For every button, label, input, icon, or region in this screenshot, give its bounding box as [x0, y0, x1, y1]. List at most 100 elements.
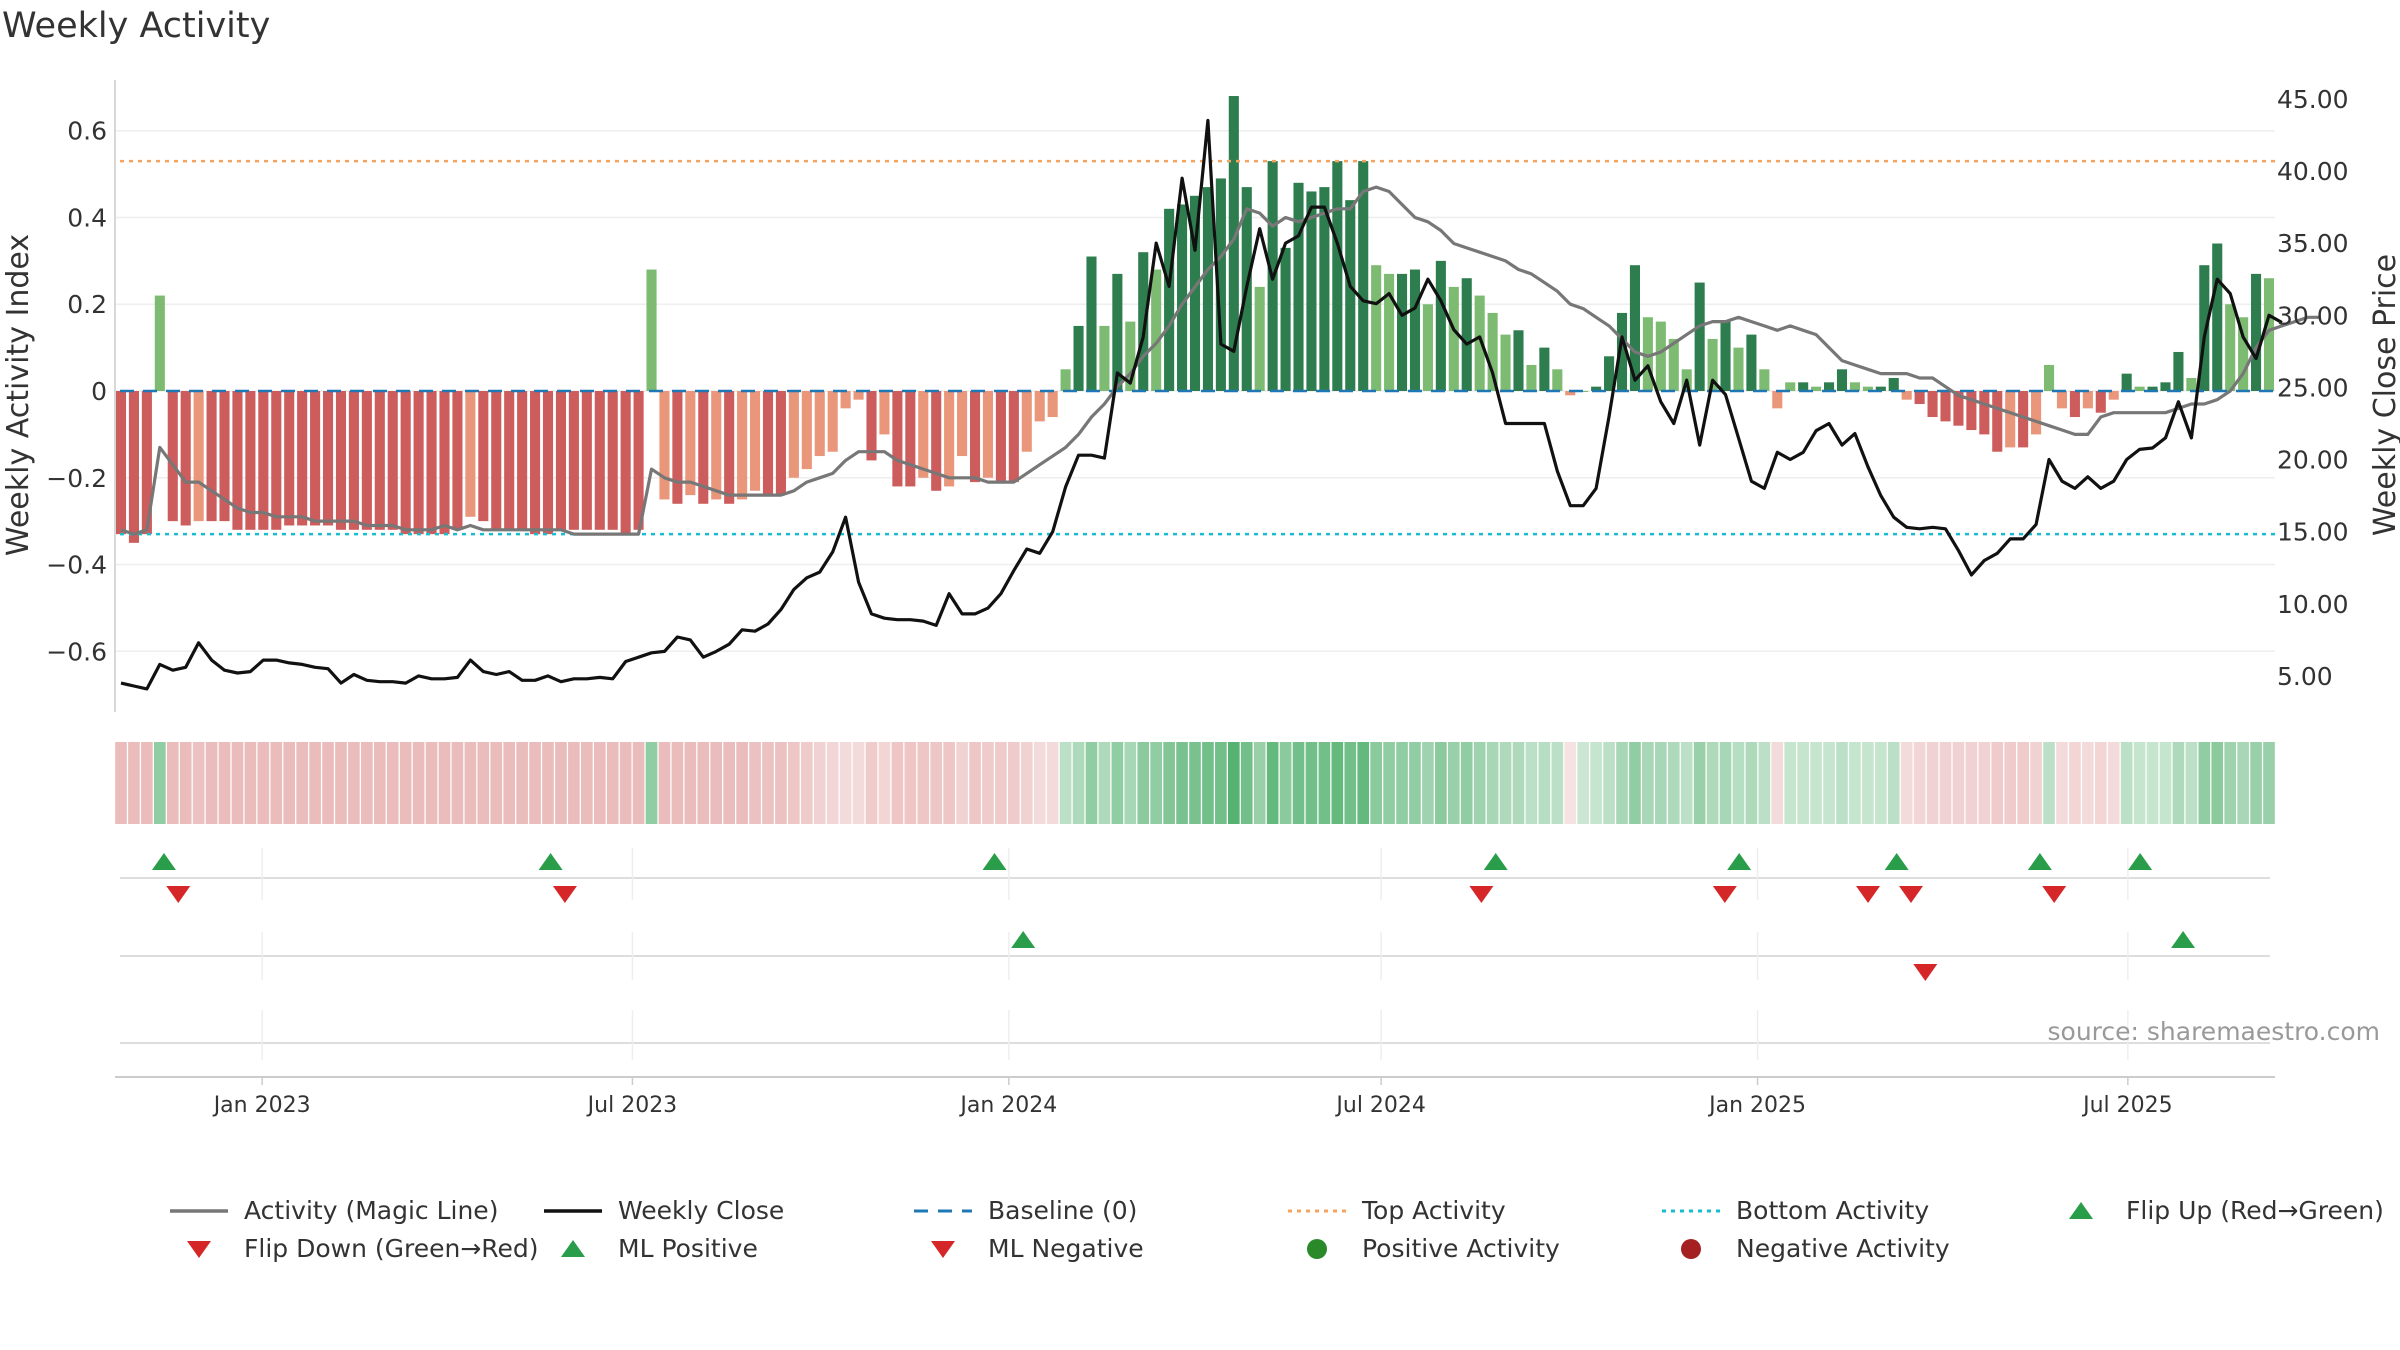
- activity-bar: [905, 391, 916, 487]
- chart-canvas: 0.6 0.4 0.2 0 −0.2 −0.4 −0.6 45.00 40.00 35.00 30.…: [1, 80, 2400, 1118]
- strip-cell: [1538, 742, 1551, 824]
- strip-cell: [464, 742, 477, 824]
- activity-bar: [995, 391, 1006, 483]
- activity-strip: [115, 742, 2275, 824]
- activity-bar: [892, 391, 903, 487]
- strip-cell: [1667, 742, 1680, 824]
- flip-down-marker: [2042, 886, 2067, 903]
- axes: 0.6 0.4 0.2 0 −0.2 −0.4 −0.6 45.00 40.00 35.00 30.…: [46, 80, 2349, 1118]
- strip-cell: [736, 742, 748, 824]
- flip-up-marker: [1727, 853, 1752, 870]
- strip-cell: [1642, 742, 1654, 824]
- activity-bar: [788, 391, 799, 478]
- activity-bar: [1888, 377, 1899, 391]
- activity-bar: [620, 391, 631, 535]
- activity-bar: [1668, 338, 1679, 391]
- activity-bar: [969, 391, 981, 483]
- strip-cell: [1240, 742, 1253, 824]
- activity-bar: [1202, 187, 1213, 391]
- activity-bar: [982, 391, 994, 478]
- activity-bar: [1358, 161, 1369, 391]
- activity-bar: [1578, 391, 1589, 392]
- x-tick-label: Jan 2023: [212, 1093, 311, 1118]
- y2-tick-label: 25.00: [2277, 373, 2349, 402]
- legend-label: ML Negative: [988, 1234, 1144, 1263]
- activity-bar: [1371, 265, 1382, 391]
- activity-bar: [1319, 187, 1330, 391]
- activity-bar: [2212, 243, 2223, 391]
- activity-bar: [672, 391, 683, 504]
- activity-bar: [1228, 96, 1239, 391]
- activity-bar: [491, 391, 502, 530]
- x-tick-label: Jul 2023: [586, 1093, 678, 1118]
- strip-cell: [1629, 742, 1641, 824]
- strip-cell: [1771, 742, 1784, 824]
- strip-cell: [348, 742, 360, 824]
- legend-label: Top Activity: [1362, 1196, 1506, 1225]
- activity-bar: [659, 391, 670, 500]
- strip-cell: [1887, 742, 1900, 824]
- activity-bar: [232, 391, 243, 530]
- legend-label: Positive Activity: [1362, 1234, 1560, 1263]
- activity-bar: [568, 391, 579, 530]
- activity-bar: [724, 391, 735, 504]
- activity-bar: [322, 391, 334, 526]
- y-tick-label: −0.4: [46, 551, 107, 580]
- strip-cell: [283, 742, 296, 824]
- strip-cell: [1447, 742, 1460, 824]
- activity-bar: [1875, 386, 1886, 391]
- activity-bar: [2095, 391, 2106, 413]
- strip-cell: [399, 742, 412, 824]
- strip-cell: [1033, 742, 1046, 824]
- strip-cell: [503, 742, 516, 824]
- activity-bar: [1591, 386, 1602, 391]
- ml-negative-marker: [1913, 964, 1938, 981]
- activity-bar: [1862, 386, 1873, 391]
- activity-bar: [2173, 351, 2184, 391]
- activity-bar: [154, 295, 165, 391]
- legend-item: Weekly Close: [542, 1196, 784, 1225]
- activity-bar: [2018, 391, 2029, 448]
- activity-bar: [1047, 391, 1058, 418]
- y-tick-label: 0.4: [67, 203, 107, 232]
- activity-bar: [1746, 334, 1757, 391]
- activity-bar: [931, 391, 942, 491]
- triangle-down-red-icon: [187, 1240, 211, 1258]
- strip-cell: [1525, 742, 1538, 824]
- y2-tick-label: 20.00: [2277, 446, 2349, 475]
- activity-bar: [1513, 330, 1524, 391]
- y2-tick-label: 15.00: [2277, 518, 2349, 547]
- strip-cell: [1693, 742, 1706, 824]
- dot-darkred-icon: [1681, 1238, 1701, 1259]
- flip-down-marker: [1712, 886, 1737, 903]
- y2-tick-label: 5.00: [2277, 662, 2333, 691]
- strip-cell: [1603, 742, 1615, 824]
- activity-bar: [814, 391, 825, 457]
- activity-bar: [2160, 382, 2171, 391]
- strip-cell: [969, 742, 981, 824]
- strip-cell: [1797, 742, 1809, 824]
- strip-cell: [1862, 742, 1874, 824]
- activity-bar: [1914, 391, 1925, 405]
- activity-bar: [918, 391, 929, 478]
- legend-item: Flip Up (Red→Green): [2050, 1196, 2384, 1225]
- strip-cell: [2082, 742, 2094, 824]
- strip-cell: [179, 742, 192, 824]
- activity-bar: [1642, 317, 1653, 391]
- strip-cell: [1460, 742, 1473, 824]
- activity-bar: [542, 391, 554, 535]
- x-tick-label: Jan 2024: [958, 1093, 1057, 1118]
- strip-cell: [619, 742, 632, 824]
- strip-cell: [1655, 742, 1667, 824]
- activity-bar: [1759, 369, 1770, 391]
- strip-cell: [1784, 742, 1797, 824]
- strip-cell: [593, 742, 606, 824]
- strip-cell: [826, 742, 839, 824]
- activity-bar: [206, 391, 217, 522]
- strip-cell: [671, 742, 684, 824]
- activity-bar: [1177, 204, 1188, 391]
- strip-cell: [1085, 742, 1098, 824]
- activity-bar: [2056, 391, 2068, 409]
- strip-cell: [335, 742, 347, 824]
- strip-cell: [1823, 742, 1835, 824]
